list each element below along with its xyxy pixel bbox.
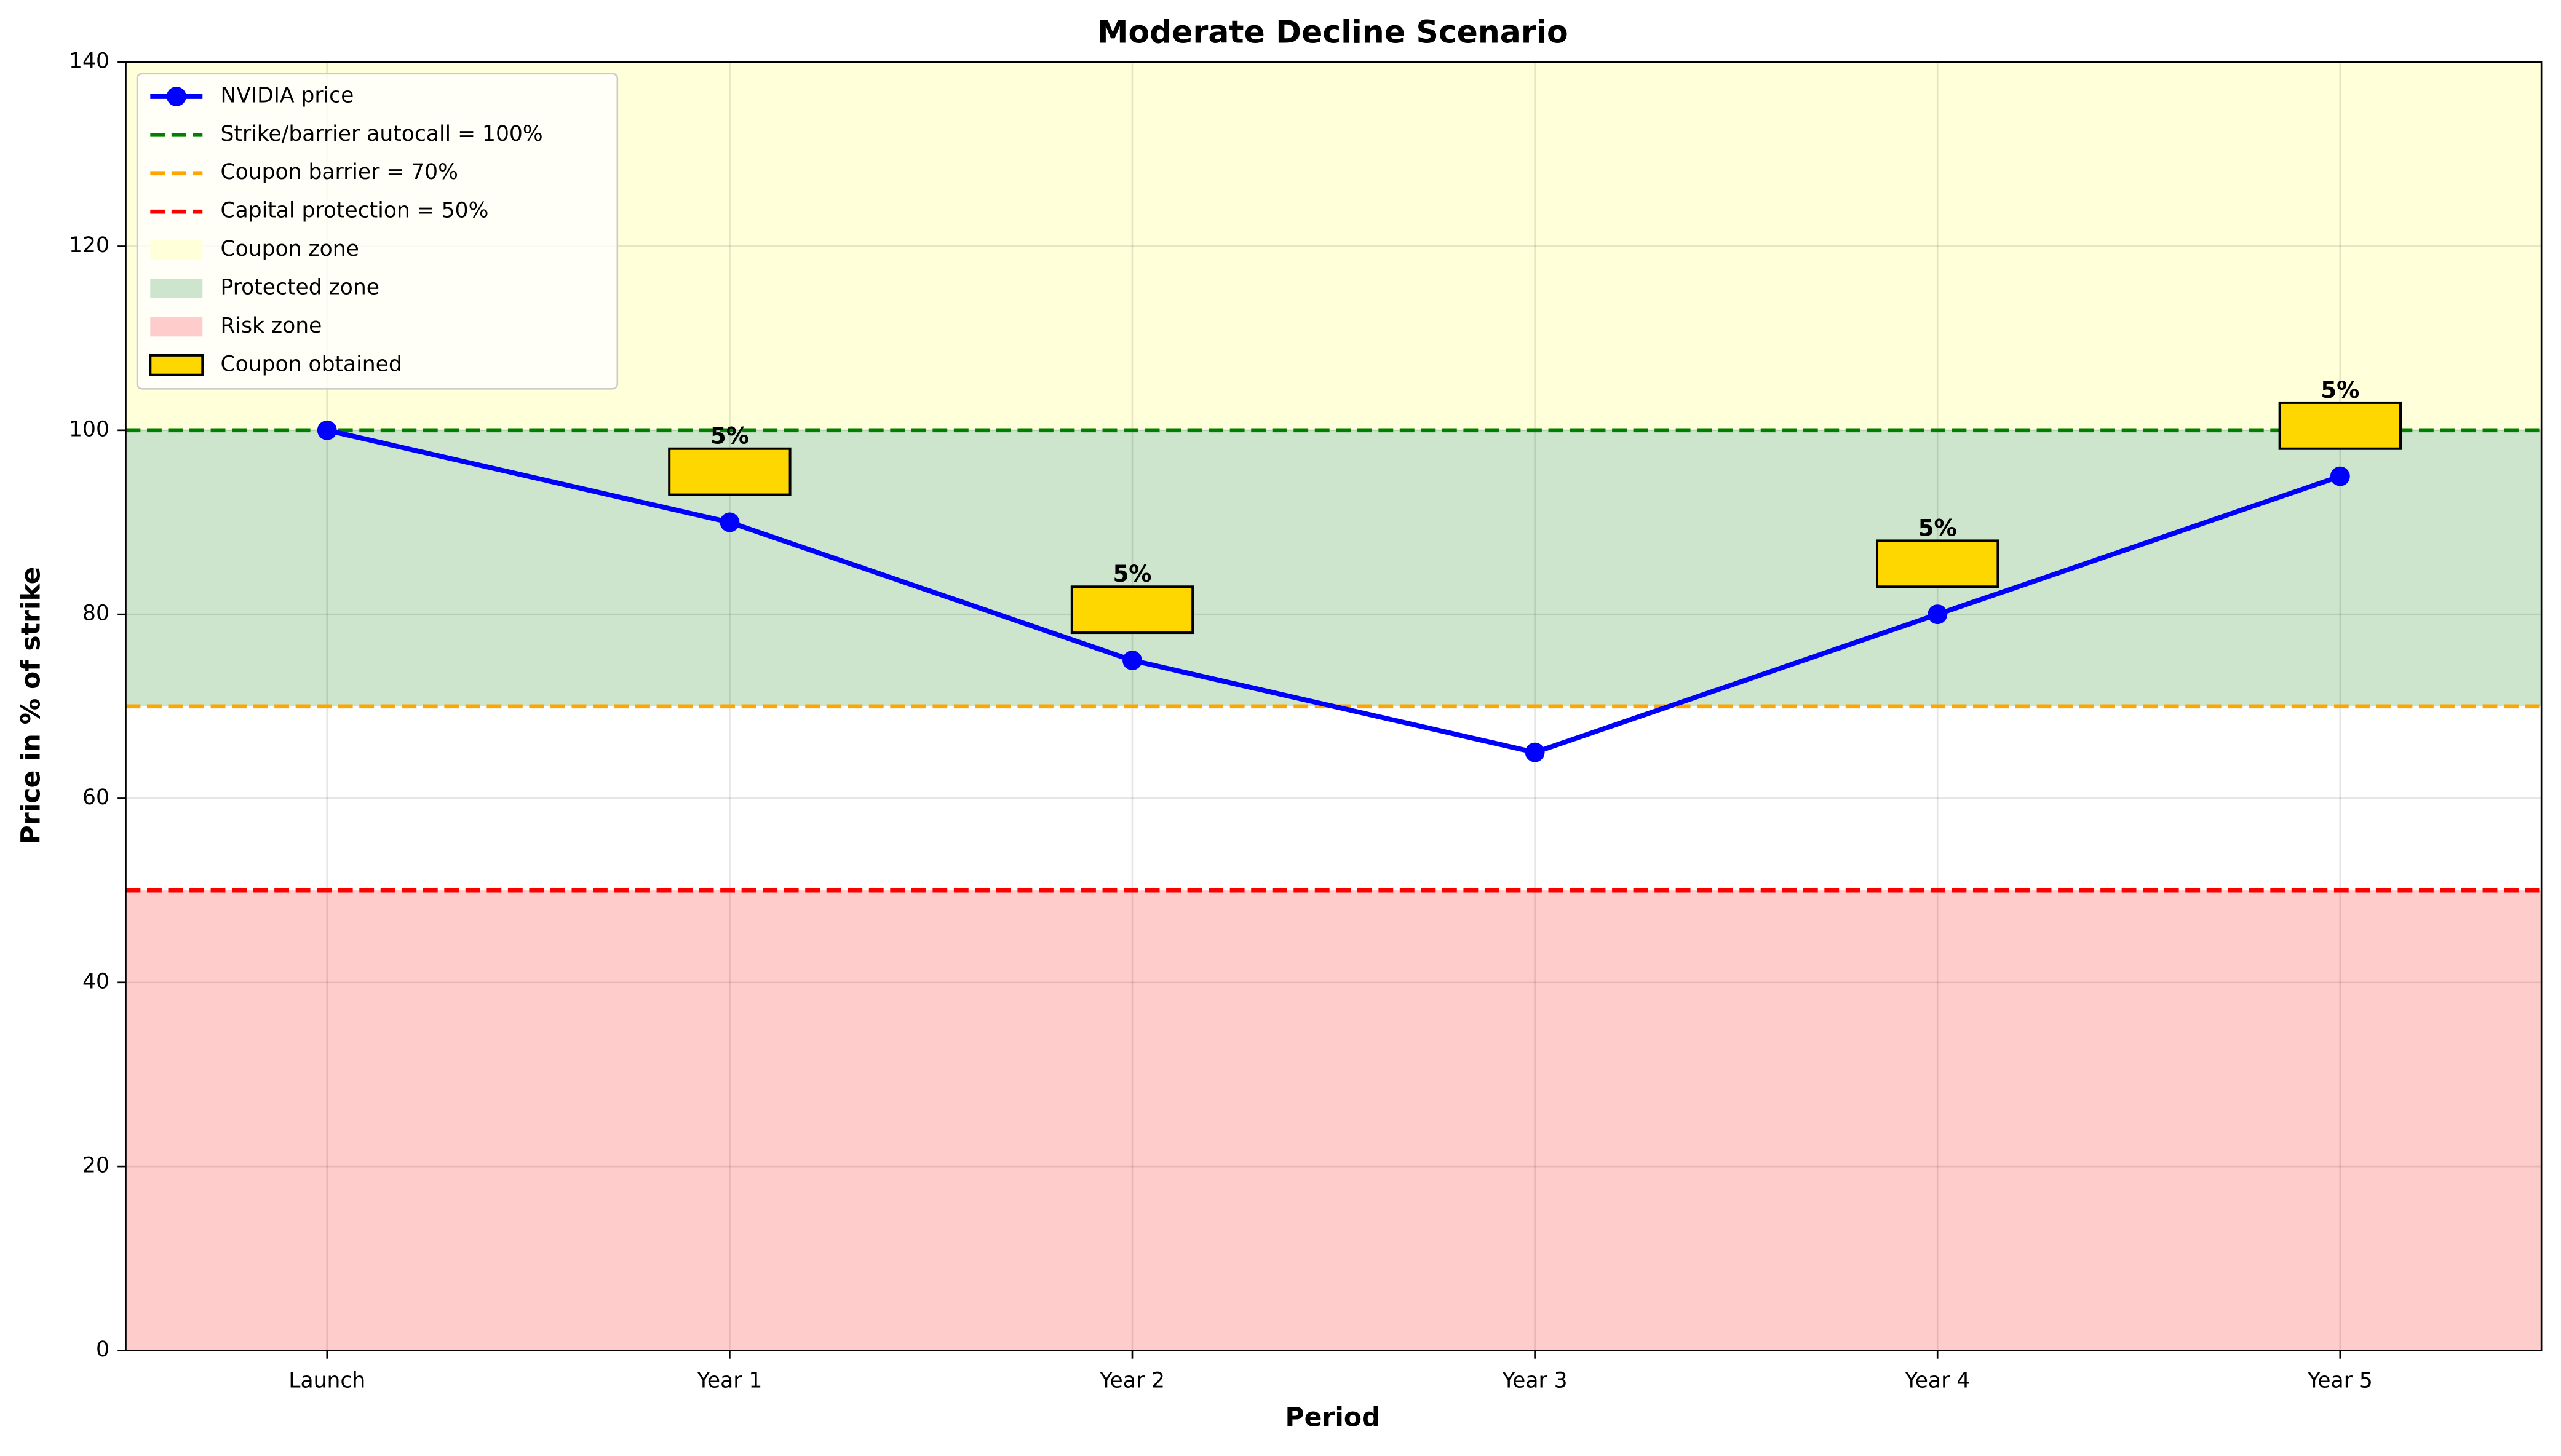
x-tick-label: Year 3	[1502, 1368, 1568, 1393]
chart-title: Moderate Decline Scenario	[1097, 14, 1568, 50]
legend-box	[136, 73, 619, 390]
y-tick-label: 120	[69, 233, 109, 258]
legend-marker	[166, 87, 186, 106]
y-tick-label: 100	[69, 417, 109, 441]
x-tick-label: Year 5	[2307, 1368, 2373, 1393]
plot-frame	[125, 61, 2543, 1351]
x-tick-label: Year 2	[1099, 1368, 1165, 1393]
y-tick-label: 80	[82, 601, 109, 626]
x-tick-label: Launch	[288, 1368, 365, 1393]
legend-label: Protected zone	[221, 275, 380, 299]
y-tick-label: 60	[82, 785, 109, 810]
price-line	[326, 427, 2341, 755]
y-tick-label: 140	[69, 49, 109, 74]
coupon-box	[1070, 585, 1194, 635]
coupon-box	[2278, 401, 2402, 450]
legend-label: Capital protection = 50%	[221, 199, 489, 223]
legend-label: Coupon barrier = 70%	[221, 160, 458, 184]
price-point	[1122, 651, 1142, 670]
legend-label: Strike/barrier autocall = 100%	[221, 122, 543, 146]
y-tick-label: 40	[82, 969, 109, 994]
x-axis-label: Period	[1285, 1403, 1380, 1433]
price-point	[1525, 742, 1545, 762]
y-axis-label: Price in % of strike	[17, 567, 47, 845]
legend-label: NVIDIA price	[221, 83, 354, 108]
legend-label: Coupon zone	[221, 237, 359, 261]
coupon-label: 5%	[1113, 560, 1151, 587]
legend-patch	[150, 317, 203, 337]
coupon-label: 5%	[2321, 376, 2359, 403]
legend-patch	[149, 354, 204, 376]
zone	[125, 430, 2542, 706]
price-point	[317, 420, 337, 440]
coupon-label: 5%	[710, 422, 749, 449]
x-tick-label: Year 1	[696, 1368, 762, 1393]
coupon-label: 5%	[1918, 514, 1957, 541]
x-tick-label: Year 4	[1904, 1368, 1970, 1393]
legend-patch	[150, 279, 203, 298]
price-point	[1928, 604, 1948, 625]
coupon-box	[668, 447, 792, 496]
legend-label: Coupon obtained	[221, 352, 402, 376]
legend-patch	[150, 240, 203, 260]
y-tick-label: 0	[96, 1337, 109, 1362]
price-point	[720, 512, 740, 532]
y-tick-label: 20	[82, 1153, 109, 1178]
price-point	[2330, 466, 2350, 486]
coupon-box	[1876, 539, 1999, 588]
legend-label: Risk zone	[221, 314, 322, 338]
zone	[125, 890, 2542, 1351]
